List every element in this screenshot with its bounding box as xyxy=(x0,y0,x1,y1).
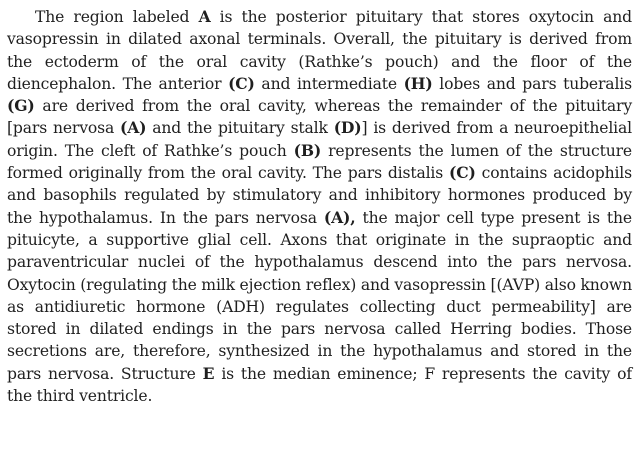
text-run: are derived from the oral cavity, wherea… xyxy=(7,97,632,138)
label-a: A xyxy=(198,7,211,26)
label-c: (C) xyxy=(228,73,255,93)
text-run: is the median eminence; F represents the… xyxy=(7,364,632,406)
label-a: (A), xyxy=(323,207,356,227)
label-g: (G) xyxy=(7,96,35,116)
text-run: lobes and pars tuberalis xyxy=(432,74,632,93)
text-run: and the pituitary stalk xyxy=(146,119,334,138)
label-b: (B) xyxy=(293,140,322,160)
label-a: (A) xyxy=(119,118,147,138)
label-c: (C) xyxy=(449,163,476,183)
text-run: is the posterior pituitary that stores o… xyxy=(7,8,632,93)
text-run: and intermediate xyxy=(254,74,404,93)
text-run: the major cell type present is the pitui… xyxy=(7,208,632,383)
text-run: contains acidophils and basophils regula… xyxy=(7,164,632,227)
text-run: The region labeled xyxy=(35,8,199,26)
label-h: (H) xyxy=(403,73,433,93)
label-d: (D) xyxy=(333,118,362,138)
label-e: E xyxy=(202,363,215,383)
text-run: represents the lumen of the structure fo… xyxy=(7,141,632,183)
body-paragraph: The region labeled A is the posterior pi… xyxy=(7,6,632,407)
text-run: ] is derived from a neuroepithelial orig… xyxy=(7,119,632,160)
